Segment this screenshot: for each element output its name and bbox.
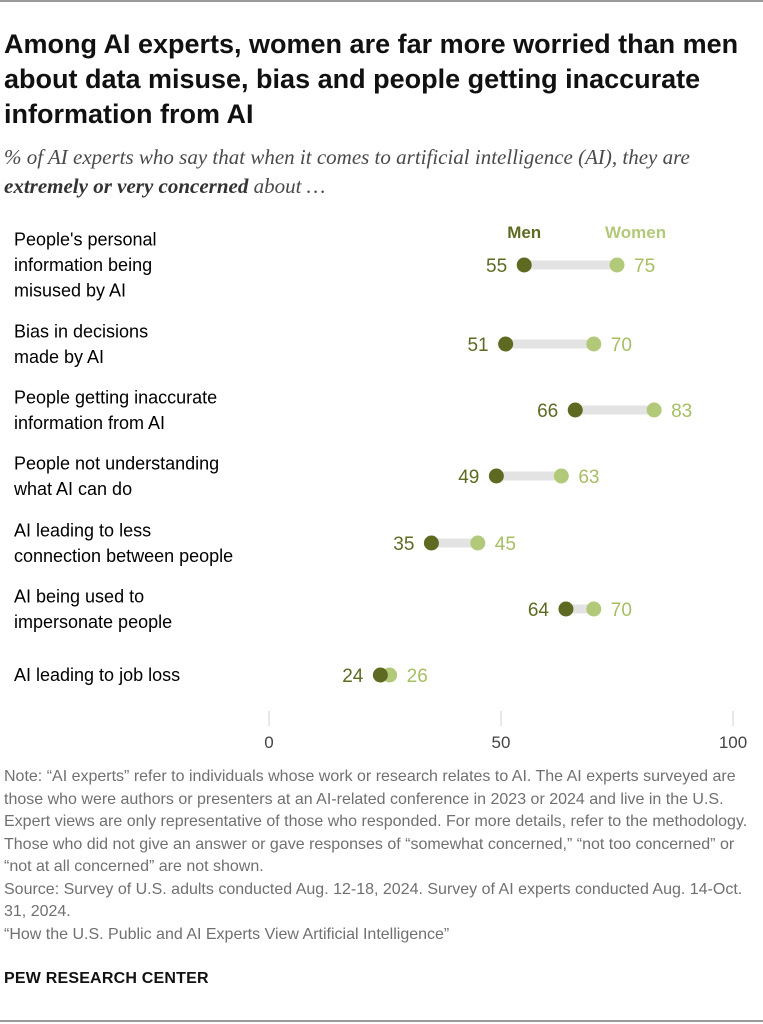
- women-dot: [646, 402, 662, 418]
- women-dot: [586, 336, 602, 352]
- category-label: Bias in decisions: [14, 321, 148, 341]
- source-text: Source: Survey of U.S. adults conducted …: [4, 880, 743, 921]
- men-value-label: 35: [393, 534, 414, 555]
- women-dot: [553, 468, 569, 484]
- note-text: Note: “AI experts” refer to individuals …: [4, 768, 748, 875]
- axis-tick-label: 50: [492, 733, 511, 752]
- category-label: impersonate people: [14, 612, 172, 632]
- notes-block: Note: “AI experts” refer to individuals …: [4, 766, 756, 946]
- men-dot: [372, 667, 388, 683]
- chart-title: Among AI experts, women are far more wor…: [4, 29, 739, 129]
- category-label: AI leading to less: [14, 520, 151, 540]
- men-dot: [567, 402, 583, 418]
- men-dot: [498, 336, 514, 352]
- men-value-label: 66: [537, 401, 558, 422]
- category-label: connection between people: [14, 546, 233, 566]
- women-value-label: 70: [611, 600, 632, 621]
- men-dot: [558, 601, 574, 617]
- men-value-label: 55: [486, 256, 507, 277]
- category-label: information from AI: [14, 413, 165, 433]
- category-label: People getting inaccurate: [14, 387, 217, 407]
- category-label: what AI can do: [13, 479, 132, 499]
- women-value-label: 75: [634, 256, 655, 277]
- brand-logo-text: PEW RESEARCH CENTER: [4, 970, 209, 987]
- chart-subtitle: % of AI experts who say that when it com…: [4, 143, 756, 201]
- women-dot: [586, 601, 602, 617]
- category-label: People's personal: [14, 230, 157, 250]
- women-value-label: 45: [495, 534, 516, 555]
- category-label: People not understanding: [14, 453, 219, 473]
- subtitle-text: % of AI experts who say that when it com…: [4, 145, 690, 169]
- women-dot: [609, 257, 625, 273]
- women-value-label: 63: [578, 467, 599, 488]
- category-label: AI being used to: [14, 586, 144, 606]
- women-dot: [470, 535, 486, 551]
- men-dot: [423, 535, 439, 551]
- subtitle-emphasis: extremely or very concerned: [4, 174, 249, 198]
- men-value-label: 51: [467, 335, 488, 356]
- women-value-label: 26: [407, 666, 428, 687]
- report-title: “How the U.S. Public and AI Experts View…: [4, 925, 450, 943]
- women-value-label: 83: [671, 401, 692, 422]
- men-dot: [488, 468, 504, 484]
- men-value-label: 64: [528, 600, 550, 621]
- category-label: made by AI: [14, 347, 104, 367]
- women-value-label: 70: [611, 335, 632, 356]
- dot-plot-chart: Men Women 0 50 100 People's personal informati…: [13, 223, 747, 752]
- category-label: misused by AI: [14, 281, 126, 301]
- axis-tick-label: 0: [264, 733, 273, 752]
- legend-women: Women: [605, 223, 666, 242]
- legend-men: Men: [507, 223, 541, 242]
- men-value-label: 49: [458, 467, 479, 488]
- category-label: AI leading to job loss: [14, 665, 180, 685]
- axis-tick-label: 100: [719, 733, 747, 752]
- subtitle-ellipsis: about …: [248, 174, 326, 198]
- category-label: information being: [14, 255, 152, 275]
- top-rule: [0, 0, 763, 2]
- men-dot: [516, 257, 532, 273]
- men-value-label: 24: [342, 666, 364, 687]
- bottom-rule: [0, 1020, 763, 1022]
